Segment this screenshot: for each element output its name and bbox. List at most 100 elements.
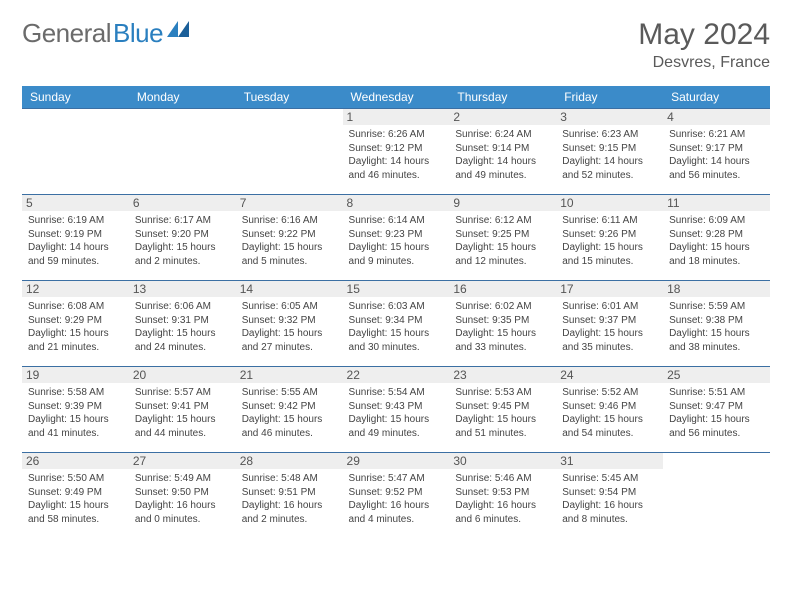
weekday-header: Wednesday <box>343 86 450 109</box>
sunset-text: Sunset: 9:14 PM <box>455 142 550 156</box>
day-number: 27 <box>129 453 236 469</box>
day-number: 29 <box>343 453 450 469</box>
day-details: Sunrise: 5:59 AMSunset: 9:38 PMDaylight:… <box>669 300 764 354</box>
day-details: Sunrise: 6:16 AMSunset: 9:22 PMDaylight:… <box>242 214 337 268</box>
daylight-text: Daylight: 14 hours and 59 minutes. <box>28 241 123 268</box>
sunset-text: Sunset: 9:26 PM <box>562 228 657 242</box>
calendar-day-cell: 26Sunrise: 5:50 AMSunset: 9:49 PMDayligh… <box>22 453 129 539</box>
calendar-week-row: 19Sunrise: 5:58 AMSunset: 9:39 PMDayligh… <box>22 367 770 453</box>
sunset-text: Sunset: 9:42 PM <box>242 400 337 414</box>
day-number: 3 <box>556 109 663 125</box>
title-block: May 2024 Desvres, France <box>638 18 770 72</box>
sunset-text: Sunset: 9:50 PM <box>135 486 230 500</box>
sunset-text: Sunset: 9:15 PM <box>562 142 657 156</box>
sunset-text: Sunset: 9:22 PM <box>242 228 337 242</box>
brand-logo: General Blue <box>22 18 189 49</box>
calendar-day-cell: 9Sunrise: 6:12 AMSunset: 9:25 PMDaylight… <box>449 195 556 281</box>
sunrise-text: Sunrise: 5:54 AM <box>349 386 444 400</box>
calendar-day-cell: 30Sunrise: 5:46 AMSunset: 9:53 PMDayligh… <box>449 453 556 539</box>
day-number: 23 <box>449 367 556 383</box>
sunrise-text: Sunrise: 6:17 AM <box>135 214 230 228</box>
daylight-text: Daylight: 15 hours and 54 minutes. <box>562 413 657 440</box>
calendar-day-cell: 12Sunrise: 6:08 AMSunset: 9:29 PMDayligh… <box>22 281 129 367</box>
daylight-text: Daylight: 15 hours and 9 minutes. <box>349 241 444 268</box>
sunset-text: Sunset: 9:46 PM <box>562 400 657 414</box>
sunrise-text: Sunrise: 5:55 AM <box>242 386 337 400</box>
day-number: 13 <box>129 281 236 297</box>
sunset-text: Sunset: 9:37 PM <box>562 314 657 328</box>
sunset-text: Sunset: 9:45 PM <box>455 400 550 414</box>
sunrise-text: Sunrise: 6:01 AM <box>562 300 657 314</box>
sunrise-text: Sunrise: 6:23 AM <box>562 128 657 142</box>
calendar-day-cell: 18Sunrise: 5:59 AMSunset: 9:38 PMDayligh… <box>663 281 770 367</box>
day-details: Sunrise: 5:57 AMSunset: 9:41 PMDaylight:… <box>135 386 230 440</box>
day-details: Sunrise: 5:50 AMSunset: 9:49 PMDaylight:… <box>28 472 123 526</box>
sunrise-text: Sunrise: 6:09 AM <box>669 214 764 228</box>
sunrise-text: Sunrise: 5:45 AM <box>562 472 657 486</box>
sunset-text: Sunset: 9:19 PM <box>28 228 123 242</box>
daylight-text: Daylight: 15 hours and 46 minutes. <box>242 413 337 440</box>
daylight-text: Daylight: 16 hours and 2 minutes. <box>242 499 337 526</box>
daylight-text: Daylight: 15 hours and 2 minutes. <box>135 241 230 268</box>
daylight-text: Daylight: 15 hours and 5 minutes. <box>242 241 337 268</box>
day-number: 20 <box>129 367 236 383</box>
calendar-day-cell: 25Sunrise: 5:51 AMSunset: 9:47 PMDayligh… <box>663 367 770 453</box>
sunrise-text: Sunrise: 6:16 AM <box>242 214 337 228</box>
calendar-week-row: ......1Sunrise: 6:26 AMSunset: 9:12 PMDa… <box>22 109 770 195</box>
calendar-day-cell: 16Sunrise: 6:02 AMSunset: 9:35 PMDayligh… <box>449 281 556 367</box>
sunset-text: Sunset: 9:23 PM <box>349 228 444 242</box>
calendar-day-cell: 3Sunrise: 6:23 AMSunset: 9:15 PMDaylight… <box>556 109 663 195</box>
sunrise-text: Sunrise: 6:26 AM <box>349 128 444 142</box>
day-number: 28 <box>236 453 343 469</box>
calendar-day-cell: 14Sunrise: 6:05 AMSunset: 9:32 PMDayligh… <box>236 281 343 367</box>
daylight-text: Daylight: 15 hours and 38 minutes. <box>669 327 764 354</box>
day-details: Sunrise: 6:09 AMSunset: 9:28 PMDaylight:… <box>669 214 764 268</box>
calendar-day-cell: 21Sunrise: 5:55 AMSunset: 9:42 PMDayligh… <box>236 367 343 453</box>
sunrise-text: Sunrise: 5:48 AM <box>242 472 337 486</box>
day-details: Sunrise: 5:47 AMSunset: 9:52 PMDaylight:… <box>349 472 444 526</box>
day-details: Sunrise: 6:01 AMSunset: 9:37 PMDaylight:… <box>562 300 657 354</box>
day-details: Sunrise: 6:21 AMSunset: 9:17 PMDaylight:… <box>669 128 764 182</box>
daylight-text: Daylight: 14 hours and 56 minutes. <box>669 155 764 182</box>
sunset-text: Sunset: 9:41 PM <box>135 400 230 414</box>
calendar-day-cell: 17Sunrise: 6:01 AMSunset: 9:37 PMDayligh… <box>556 281 663 367</box>
header: General Blue May 2024 Desvres, France <box>22 18 770 72</box>
daylight-text: Daylight: 15 hours and 51 minutes. <box>455 413 550 440</box>
weekday-header: Monday <box>129 86 236 109</box>
weekday-header-row: Sunday Monday Tuesday Wednesday Thursday… <box>22 86 770 109</box>
sunset-text: Sunset: 9:25 PM <box>455 228 550 242</box>
sunrise-text: Sunrise: 5:58 AM <box>28 386 123 400</box>
calendar-table: Sunday Monday Tuesday Wednesday Thursday… <box>22 86 770 539</box>
daylight-text: Daylight: 15 hours and 44 minutes. <box>135 413 230 440</box>
calendar-day-cell: 10Sunrise: 6:11 AMSunset: 9:26 PMDayligh… <box>556 195 663 281</box>
sunset-text: Sunset: 9:39 PM <box>28 400 123 414</box>
calendar-week-row: 26Sunrise: 5:50 AMSunset: 9:49 PMDayligh… <box>22 453 770 539</box>
calendar-body: ......1Sunrise: 6:26 AMSunset: 9:12 PMDa… <box>22 109 770 539</box>
calendar-day-cell: 15Sunrise: 6:03 AMSunset: 9:34 PMDayligh… <box>343 281 450 367</box>
day-details: Sunrise: 5:51 AMSunset: 9:47 PMDaylight:… <box>669 386 764 440</box>
sunset-text: Sunset: 9:47 PM <box>669 400 764 414</box>
calendar-day-cell: 28Sunrise: 5:48 AMSunset: 9:51 PMDayligh… <box>236 453 343 539</box>
day-details: Sunrise: 5:45 AMSunset: 9:54 PMDaylight:… <box>562 472 657 526</box>
sunrise-text: Sunrise: 6:08 AM <box>28 300 123 314</box>
daylight-text: Daylight: 15 hours and 35 minutes. <box>562 327 657 354</box>
sunrise-text: Sunrise: 5:50 AM <box>28 472 123 486</box>
calendar-day-cell: .. <box>236 109 343 195</box>
daylight-text: Daylight: 16 hours and 0 minutes. <box>135 499 230 526</box>
weekday-header: Sunday <box>22 86 129 109</box>
sunset-text: Sunset: 9:20 PM <box>135 228 230 242</box>
daylight-text: Daylight: 15 hours and 27 minutes. <box>242 327 337 354</box>
sunrise-text: Sunrise: 6:05 AM <box>242 300 337 314</box>
day-number: 10 <box>556 195 663 211</box>
weekday-header: Thursday <box>449 86 556 109</box>
daylight-text: Daylight: 15 hours and 24 minutes. <box>135 327 230 354</box>
calendar-page: General Blue May 2024 Desvres, France Su… <box>0 0 792 557</box>
day-number: 15 <box>343 281 450 297</box>
daylight-text: Daylight: 15 hours and 41 minutes. <box>28 413 123 440</box>
sunrise-text: Sunrise: 6:12 AM <box>455 214 550 228</box>
sunrise-text: Sunrise: 5:47 AM <box>349 472 444 486</box>
day-number: 14 <box>236 281 343 297</box>
day-details: Sunrise: 5:55 AMSunset: 9:42 PMDaylight:… <box>242 386 337 440</box>
sunrise-text: Sunrise: 6:14 AM <box>349 214 444 228</box>
day-number: 22 <box>343 367 450 383</box>
